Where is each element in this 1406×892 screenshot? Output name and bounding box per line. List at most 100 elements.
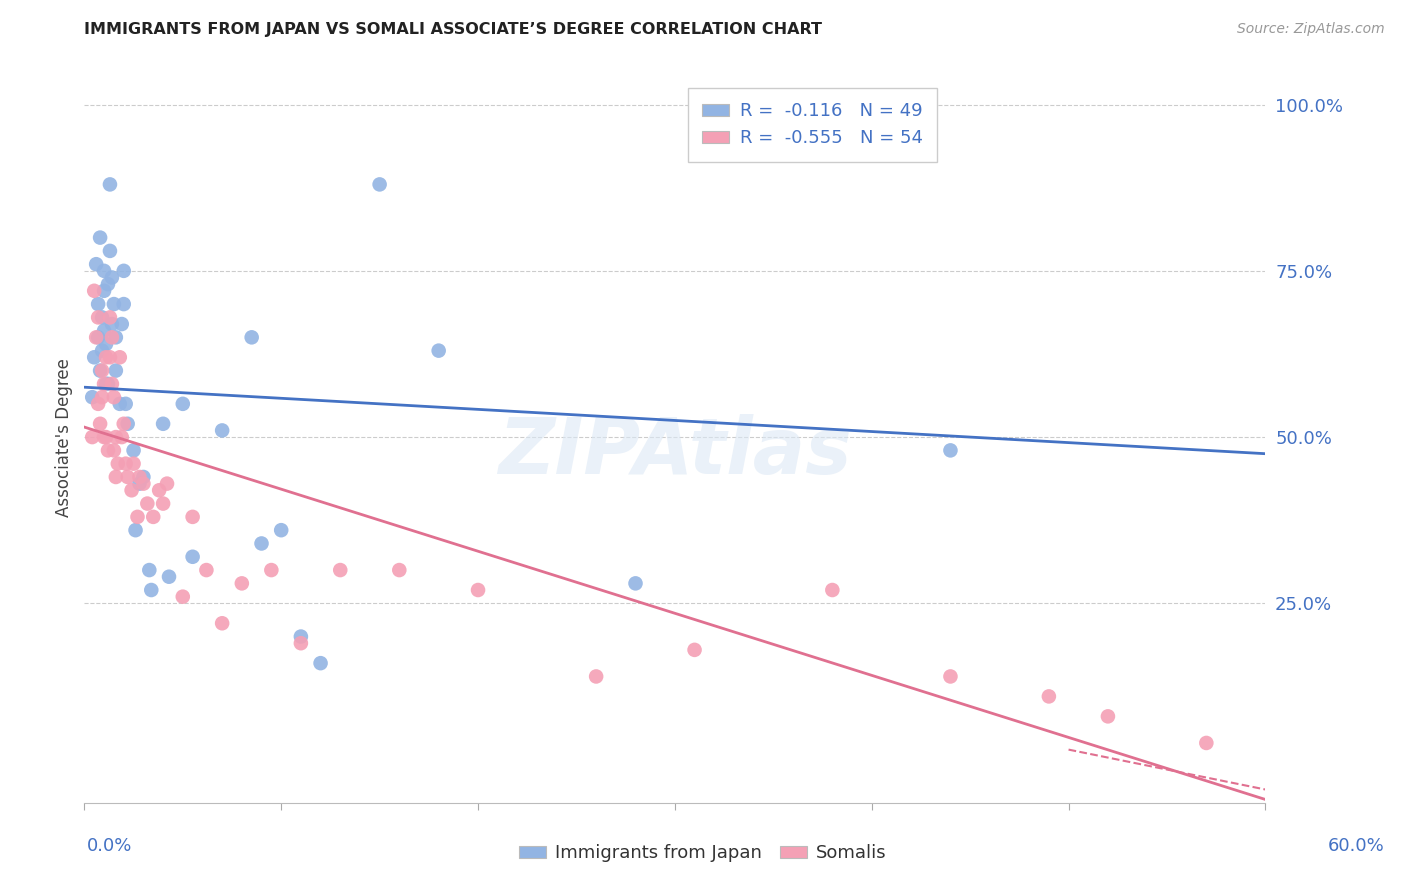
Legend: Immigrants from Japan, Somalis: Immigrants from Japan, Somalis [512,838,894,870]
Text: 60.0%: 60.0% [1329,837,1385,855]
Point [91,363,114,377]
Point [91,310,114,325]
Point [138,563,160,577]
Point [94,376,117,391]
Point [117,470,139,484]
Point [683,643,706,657]
Point [148,483,170,498]
Point [111,317,134,331]
Point [104,363,127,377]
Point [112,417,135,431]
Point [427,343,450,358]
Point [93,284,115,298]
Point [309,656,332,670]
Point [329,563,352,577]
Point [1097,709,1119,723]
Point [93,324,115,338]
Point [939,669,962,683]
Point [136,497,159,511]
Point [121,483,143,498]
Point [87,397,110,411]
Point [117,417,139,431]
Point [211,424,233,438]
Point [467,582,489,597]
Point [97,443,120,458]
Point [152,417,174,431]
Text: 0.0%: 0.0% [87,837,132,855]
Point [87,330,110,344]
Point [94,351,117,365]
Point [141,582,163,597]
Point [91,343,114,358]
Point [93,264,115,278]
Point [98,310,121,325]
Point [181,509,204,524]
Point [98,178,121,192]
Y-axis label: Associate's Degree: Associate's Degree [55,358,73,516]
Point [103,443,125,458]
Point [152,497,174,511]
Point [122,443,145,458]
Point [585,669,607,683]
Point [101,376,124,391]
Point [98,351,121,365]
Point [821,582,844,597]
Point [157,570,180,584]
Point [94,337,117,351]
Point [89,417,111,431]
Point [107,457,129,471]
Point [290,630,312,644]
Point [103,390,125,404]
Point [231,576,253,591]
Point [127,509,149,524]
Point [89,363,111,377]
Point [101,330,124,344]
Text: IMMIGRANTS FROM JAPAN VS SOMALI ASSOCIATE’S DEGREE CORRELATION CHART: IMMIGRANTS FROM JAPAN VS SOMALI ASSOCIAT… [84,22,823,37]
Point [84,330,107,344]
Point [104,470,127,484]
Point [195,563,218,577]
Point [211,616,233,631]
Point [156,476,179,491]
Point [82,390,104,404]
Legend: R =  -0.116   N = 49, R =  -0.555   N = 54: R = -0.116 N = 49, R = -0.555 N = 54 [688,87,938,161]
Point [132,470,155,484]
Point [97,277,120,292]
Point [142,509,165,524]
Point [368,178,391,192]
Point [111,430,134,444]
Text: Source: ZipAtlas.com: Source: ZipAtlas.com [1237,22,1385,37]
Point [128,476,150,491]
Point [98,244,121,258]
Point [939,443,962,458]
Point [89,230,111,244]
Point [91,390,114,404]
Point [124,523,146,537]
Point [83,284,105,298]
Point [122,457,145,471]
Point [93,376,115,391]
Point [97,376,120,391]
Point [250,536,273,550]
Point [112,264,135,278]
Point [101,317,124,331]
Point [270,523,292,537]
Point [108,351,131,365]
Point [290,636,312,650]
Point [128,470,150,484]
Text: ZIPAtlas: ZIPAtlas [498,414,852,490]
Point [101,270,124,285]
Point [103,297,125,311]
Point [104,430,127,444]
Point [114,457,136,471]
Point [1195,736,1218,750]
Point [132,476,155,491]
Point [82,430,104,444]
Point [1038,690,1060,704]
Point [388,563,411,577]
Point [84,257,107,271]
Point [172,590,194,604]
Point [112,297,135,311]
Point [114,397,136,411]
Point [624,576,647,591]
